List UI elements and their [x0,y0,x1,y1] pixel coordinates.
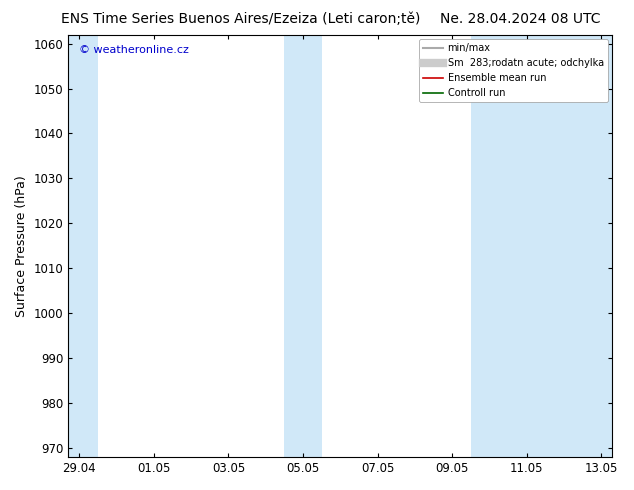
Y-axis label: Surface Pressure (hPa): Surface Pressure (hPa) [15,175,28,317]
Bar [285,35,321,457]
Text: © weatheronline.cz: © weatheronline.cz [79,45,189,55]
Bar [471,35,612,457]
Bar [68,35,98,457]
Legend: min/max, Sm  283;rodatn acute; odchylka, Ensemble mean run, Controll run: min/max, Sm 283;rodatn acute; odchylka, … [419,40,607,102]
Text: Ne. 28.04.2024 08 UTC: Ne. 28.04.2024 08 UTC [439,12,600,26]
Text: ENS Time Series Buenos Aires/Ezeiza (Leti caron;tě): ENS Time Series Buenos Aires/Ezeiza (Let… [61,12,420,26]
